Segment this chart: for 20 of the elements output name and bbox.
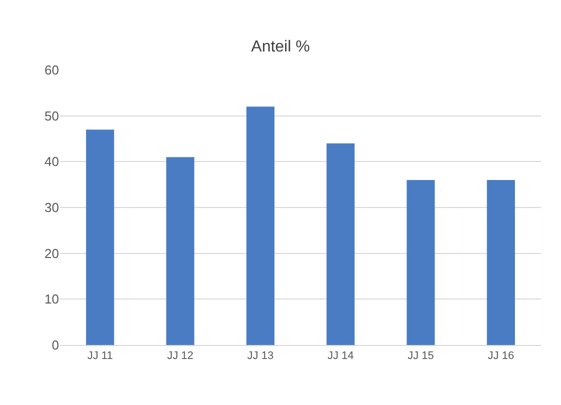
y-tick-label: 60 xyxy=(44,62,59,78)
y-tick-label: 0 xyxy=(52,338,59,353)
bar xyxy=(246,106,274,345)
y-tick-label: 10 xyxy=(44,292,59,307)
y-tick-label: 30 xyxy=(44,200,59,216)
x-tick-label: JJ 15 xyxy=(408,350,434,362)
x-tick-label: JJ 12 xyxy=(167,350,194,362)
bar xyxy=(486,180,515,345)
y-tick-label: 20 xyxy=(44,246,59,261)
bar xyxy=(406,180,435,345)
chart-title: Anteil % xyxy=(251,38,310,56)
x-tick-label: JJ 13 xyxy=(247,350,274,362)
bar xyxy=(86,130,114,345)
bar xyxy=(326,143,355,345)
x-tick-label: JJ 14 xyxy=(327,350,354,362)
x-tick-label: JJ 11 xyxy=(87,350,113,362)
y-tick-label: 50 xyxy=(44,108,59,124)
y-tick-label: 40 xyxy=(44,154,59,170)
x-tick-label: JJ 16 xyxy=(488,350,514,362)
bar xyxy=(166,157,194,345)
